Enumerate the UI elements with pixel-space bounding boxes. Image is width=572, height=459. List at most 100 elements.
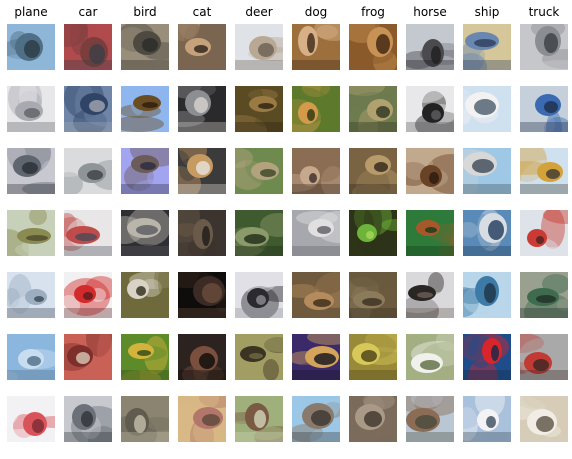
sample-thumbnail — [463, 86, 511, 132]
sample-thumbnail — [463, 210, 511, 256]
sample-thumbnail — [178, 24, 226, 70]
sample-image — [463, 210, 511, 256]
sample-thumbnail — [406, 86, 454, 132]
sample-thumbnail — [121, 148, 169, 194]
class-label: ship — [474, 5, 500, 19]
sample-image — [520, 148, 568, 194]
sample-thumbnail — [7, 272, 55, 318]
sample-image — [292, 86, 340, 132]
sample-image — [349, 334, 397, 380]
sample-thumbnail — [292, 210, 340, 256]
sample-image — [406, 334, 454, 380]
class-label: car — [78, 5, 98, 19]
sample-image — [406, 396, 454, 442]
sample-image — [235, 396, 283, 442]
sample-image — [64, 210, 112, 256]
sample-image — [406, 272, 454, 318]
sample-image — [520, 24, 568, 70]
sample-thumbnail — [520, 148, 568, 194]
sample-thumbnail — [235, 86, 283, 132]
sample-image — [121, 210, 169, 256]
sample-image — [463, 24, 511, 70]
sample-image — [178, 86, 226, 132]
sample-image — [7, 86, 55, 132]
sample-image — [349, 148, 397, 194]
sample-image — [235, 86, 283, 132]
sample-thumbnail — [520, 334, 568, 380]
sample-image — [406, 24, 454, 70]
sample-image — [121, 24, 169, 70]
sample-thumbnail — [7, 396, 55, 442]
sample-image — [64, 24, 112, 70]
sample-image — [235, 148, 283, 194]
sample-thumbnail — [7, 148, 55, 194]
sample-image — [121, 396, 169, 442]
sample-thumbnail — [64, 148, 112, 194]
sample-thumbnail — [292, 272, 340, 318]
sample-image — [520, 334, 568, 380]
sample-thumbnail — [406, 24, 454, 70]
sample-image — [349, 396, 397, 442]
sample-image — [121, 272, 169, 318]
sample-image — [349, 24, 397, 70]
sample-thumbnail — [7, 24, 55, 70]
sample-thumbnail — [121, 272, 169, 318]
sample-image — [7, 272, 55, 318]
sample-thumbnail — [292, 396, 340, 442]
sample-image — [406, 210, 454, 256]
sample-thumbnail — [7, 86, 55, 132]
sample-image — [64, 148, 112, 194]
sample-image — [235, 272, 283, 318]
sample-thumbnail — [520, 272, 568, 318]
sample-image — [406, 148, 454, 194]
sample-image — [463, 396, 511, 442]
sample-image — [121, 86, 169, 132]
sample-thumbnail — [292, 334, 340, 380]
sample-thumbnail — [349, 210, 397, 256]
sample-image — [235, 24, 283, 70]
sample-image — [64, 396, 112, 442]
sample-image — [235, 210, 283, 256]
sample-image — [349, 210, 397, 256]
sample-thumbnail — [64, 272, 112, 318]
sample-thumbnail — [463, 396, 511, 442]
sample-image — [64, 86, 112, 132]
sample-image — [292, 210, 340, 256]
class-label: frog — [361, 5, 385, 19]
sample-image — [178, 148, 226, 194]
sample-thumbnail — [349, 272, 397, 318]
sample-thumbnail — [64, 24, 112, 70]
sample-image — [178, 396, 226, 442]
sample-image — [7, 210, 55, 256]
sample-thumbnail — [463, 148, 511, 194]
class-label: horse — [413, 5, 447, 19]
sample-image — [178, 210, 226, 256]
class-label: deer — [245, 5, 273, 19]
sample-thumbnail — [64, 396, 112, 442]
sample-thumbnail — [64, 334, 112, 380]
sample-image — [7, 148, 55, 194]
sample-thumbnail — [349, 148, 397, 194]
sample-thumbnail — [235, 210, 283, 256]
sample-thumbnail — [292, 24, 340, 70]
sample-thumbnail — [463, 334, 511, 380]
sample-thumbnail — [292, 86, 340, 132]
sample-image — [7, 396, 55, 442]
sample-thumbnail — [121, 334, 169, 380]
sample-image — [292, 24, 340, 70]
sample-thumbnail — [178, 396, 226, 442]
sample-image — [463, 148, 511, 194]
sample-thumbnail — [349, 334, 397, 380]
sample-image — [349, 86, 397, 132]
sample-thumbnail — [463, 272, 511, 318]
sample-image — [406, 86, 454, 132]
sample-image — [178, 24, 226, 70]
sample-image — [7, 334, 55, 380]
class-label: truck — [528, 5, 560, 19]
sample-image — [121, 148, 169, 194]
sample-image — [463, 272, 511, 318]
sample-image — [520, 396, 568, 442]
class-label: bird — [133, 5, 157, 19]
sample-thumbnail — [235, 148, 283, 194]
